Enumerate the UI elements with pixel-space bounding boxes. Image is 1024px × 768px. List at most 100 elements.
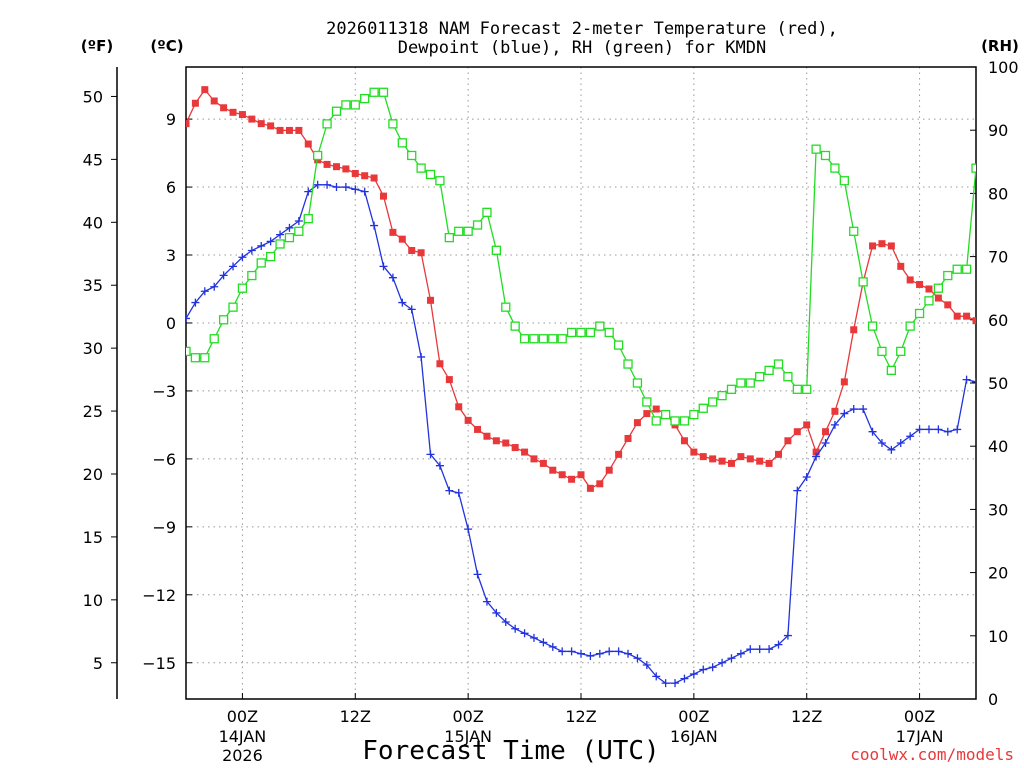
- rh-point: [228, 302, 238, 312]
- rh-tick-label: 70: [988, 248, 1008, 267]
- fahrenheit-tick-label: 15: [83, 528, 103, 547]
- dewpoint-point: [586, 651, 595, 660]
- rh-point: [585, 327, 596, 338]
- rh-tick-label: 80: [988, 184, 1008, 203]
- temperature-point: [191, 99, 199, 107]
- rh-tick-label: 100: [988, 58, 1019, 77]
- temperature-point: [568, 475, 576, 483]
- rh-point: [265, 251, 276, 262]
- rh-point: [914, 308, 925, 319]
- fahrenheit-tick-label: 45: [83, 150, 103, 169]
- rh-point: [943, 270, 953, 281]
- time-tick-label: 00Z: [227, 707, 258, 726]
- rh-point: [510, 321, 520, 331]
- dewpoint-point: [191, 298, 200, 307]
- rh-point: [237, 283, 248, 293]
- temperature-point: [455, 403, 463, 411]
- rh-point: [463, 226, 473, 236]
- temperature-point: [680, 437, 688, 445]
- dewpoint-point: [520, 629, 529, 638]
- temperature-point: [756, 457, 764, 465]
- dewpoint-point: [934, 425, 943, 434]
- dewpoint-point: [783, 631, 792, 640]
- temperature-point: [398, 235, 406, 243]
- celsius-tick-label: 3: [166, 246, 176, 265]
- dewpoint-point: [407, 305, 416, 314]
- rh-point: [651, 416, 661, 426]
- temperature-point: [370, 174, 378, 182]
- rh-point: [378, 87, 389, 97]
- dewpoint-point: [708, 663, 717, 672]
- dewpoint-point: [539, 638, 548, 647]
- temperature-point: [633, 419, 641, 427]
- dewpoint-point: [896, 439, 905, 448]
- rh-point: [952, 264, 962, 274]
- rh-point: [839, 176, 849, 186]
- temperature-point: [220, 104, 228, 112]
- rh-point: [764, 365, 774, 376]
- dewpoint-point: [435, 461, 444, 470]
- temperature-point: [483, 432, 491, 440]
- rh-point: [416, 163, 426, 173]
- dewpoint-point: [341, 183, 350, 192]
- rh-point: [642, 397, 652, 407]
- rh-point: [933, 283, 944, 293]
- dewpoint-point: [727, 654, 736, 663]
- temperature-point: [285, 126, 293, 134]
- dewpoint-point: [642, 661, 651, 670]
- fahrenheit-tick-label: 5: [93, 654, 103, 673]
- dewpoint-point: [426, 450, 435, 459]
- temperature-point: [887, 242, 895, 250]
- dewpoint-point: [304, 187, 313, 196]
- temperature-point: [812, 448, 820, 456]
- temperature-point: [963, 312, 971, 320]
- time-tick-label: 12Z: [340, 707, 371, 726]
- fahrenheit-axis: 50 45 40 35 30 25 20 15 10 5: [83, 87, 117, 673]
- rh-point: [186, 346, 191, 357]
- dewpoint-point: [624, 649, 633, 658]
- dewpoint-point: [464, 525, 473, 534]
- temperature-point: [502, 439, 510, 447]
- rh-point: [858, 277, 868, 287]
- temperature-point: [229, 108, 237, 116]
- temperature-point: [380, 192, 387, 200]
- x-axis-label: Forecast Time (UTC): [362, 736, 659, 766]
- dewpoint-point: [567, 647, 576, 656]
- rh-point: [275, 239, 285, 249]
- time-tick-date: 17JAN: [896, 727, 944, 746]
- dewpoint-point: [793, 486, 802, 495]
- dewpoint-point: [332, 183, 341, 192]
- dewpoint-point: [247, 246, 256, 255]
- dewpoint-point: [953, 425, 962, 434]
- temperature-point: [906, 276, 914, 284]
- fahrenheit-tick-label: 20: [83, 465, 103, 484]
- rh-point: [830, 163, 840, 173]
- rh-point: [576, 327, 586, 338]
- rh-point: [557, 334, 567, 344]
- temperature-point: [342, 165, 350, 173]
- temperature-point: [699, 453, 707, 461]
- time-tick-label: 00Z: [904, 707, 935, 726]
- series-line: [186, 91, 976, 422]
- temperature-point: [238, 111, 246, 119]
- temperature-point: [248, 115, 256, 123]
- dewpoint-point: [736, 649, 745, 658]
- rh-point: [472, 220, 483, 230]
- rh-point: [566, 327, 577, 338]
- rh-point: [604, 327, 614, 338]
- dewpoint-point: [755, 645, 764, 654]
- temperature-point: [521, 448, 529, 456]
- rh-point: [613, 340, 624, 350]
- dewpoint-point: [492, 608, 501, 617]
- temperature-point: [427, 296, 435, 304]
- rh-point: [736, 378, 746, 388]
- rh-point: [896, 346, 906, 357]
- dewpoint-point: [360, 187, 369, 196]
- rh-point: [360, 93, 370, 104]
- rh-tick-label: 10: [988, 627, 1008, 646]
- temperature-point: [511, 444, 519, 452]
- dewpoint-point: [200, 287, 209, 296]
- rh-point: [726, 384, 737, 394]
- rh-point: [849, 226, 859, 236]
